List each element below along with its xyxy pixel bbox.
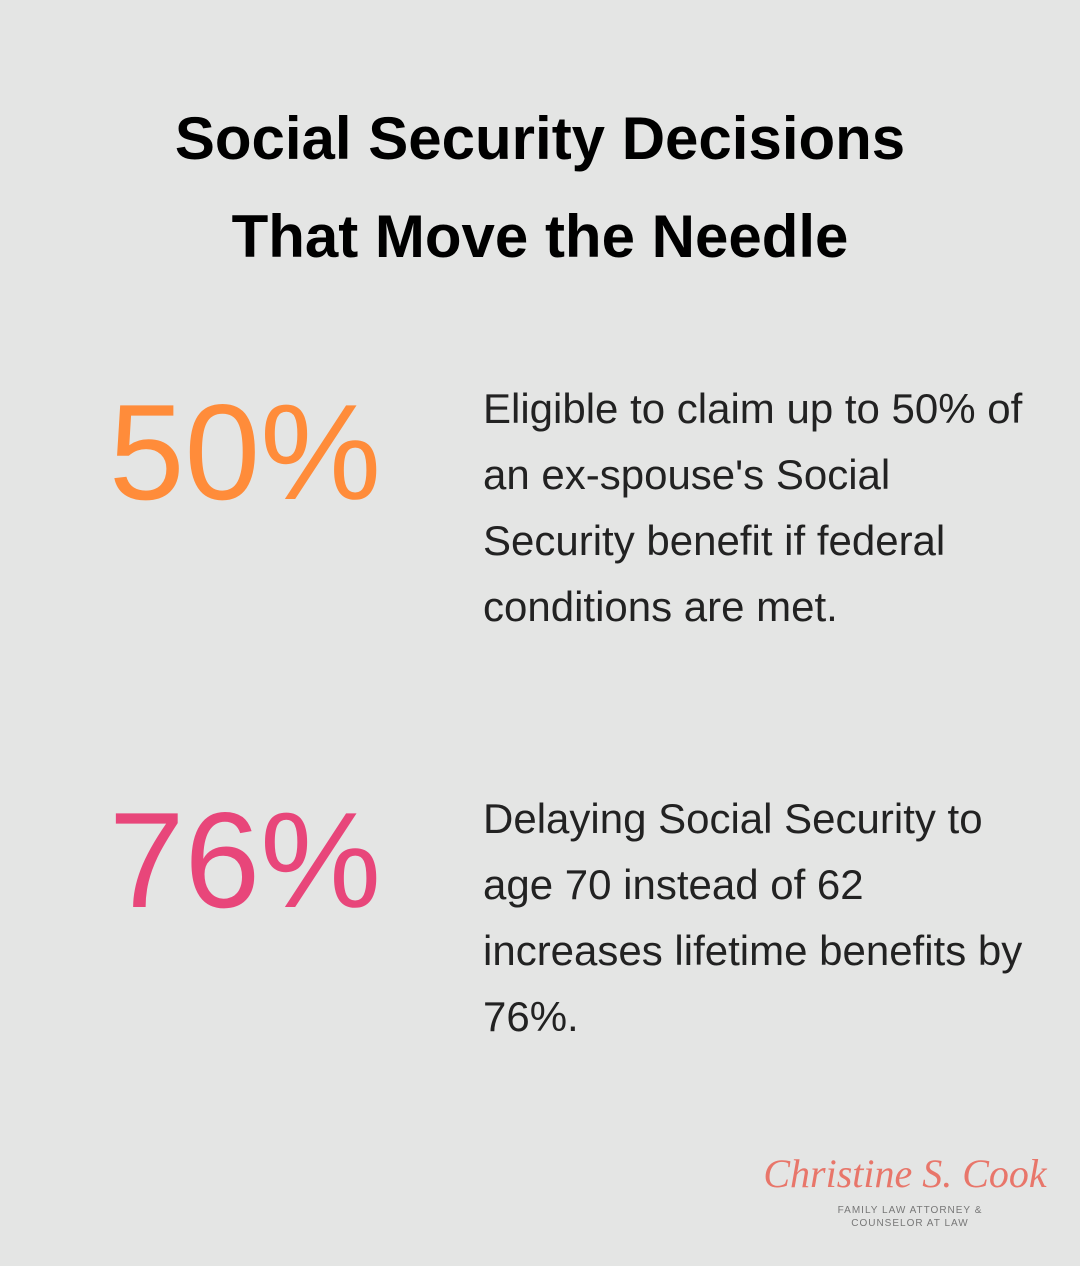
stat-figure: 76% — [108, 784, 382, 936]
logo-tagline: FAMILY LAW ATTORNEY & — [837, 1205, 983, 1216]
title-line: That Move the Needle — [231, 203, 849, 270]
title-line: Social Security Decisions — [174, 105, 906, 172]
logo-tagline: COUNSELOR AT LAW — [851, 1218, 969, 1229]
stat-figure: 50% — [108, 376, 382, 528]
stat-description: Eligible to claim up to 50% of an ex-spo… — [483, 385, 1023, 630]
logo-name: Christine S. Cook — [763, 1151, 1047, 1196]
stat-description: Delaying Social Security to age 70 inste… — [483, 795, 1023, 1040]
